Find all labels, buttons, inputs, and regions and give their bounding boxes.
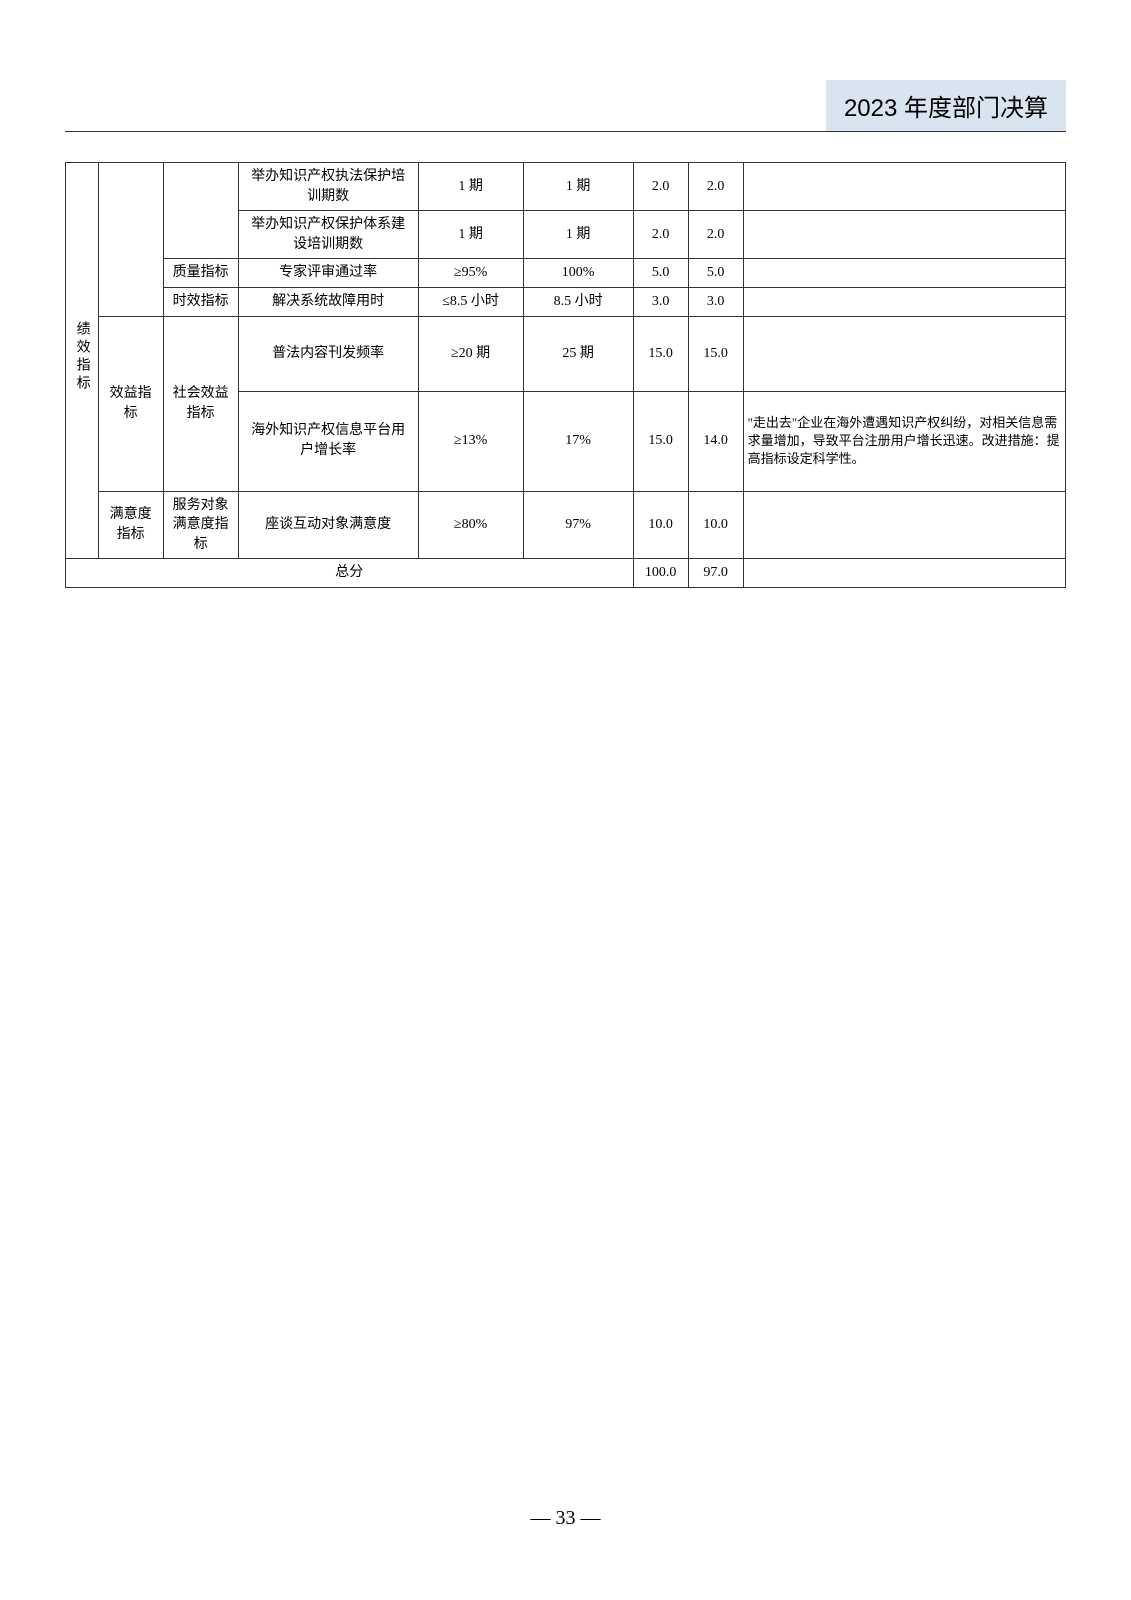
remark-cell (743, 491, 1065, 559)
target-cell: ≥95% (418, 259, 523, 288)
score-cell: 2.0 (688, 163, 743, 211)
indicator-cell: 解决系统故障用时 (238, 287, 418, 316)
indicator-cell: 海外知识产权信息平台用户增长率 (238, 391, 418, 491)
weight-cell: 15.0 (633, 391, 688, 491)
score-cell: 14.0 (688, 391, 743, 491)
score-cell: 3.0 (688, 287, 743, 316)
cat2-blank (98, 163, 163, 317)
cat2-label: 满意度指标 (98, 491, 163, 559)
actual-cell: 100% (523, 259, 633, 288)
target-cell: ≥80% (418, 491, 523, 559)
score-cell: 15.0 (688, 316, 743, 391)
target-cell: ≥20 期 (418, 316, 523, 391)
weight-cell: 2.0 (633, 211, 688, 259)
weight-cell: 15.0 (633, 316, 688, 391)
weight-cell: 10.0 (633, 491, 688, 559)
remark-cell (743, 259, 1065, 288)
remark-cell (743, 163, 1065, 211)
actual-cell: 25 期 (523, 316, 633, 391)
weight-cell: 5.0 (633, 259, 688, 288)
table-row: 时效指标 解决系统故障用时 ≤8.5 小时 8.5 小时 3.0 3.0 (66, 287, 1066, 316)
table-row: 效益指标 社会效益指标 普法内容刊发频率 ≥20 期 25 期 15.0 15.… (66, 316, 1066, 391)
cat3-label: 服务对象满意度指标 (163, 491, 238, 559)
total-label: 总分 (66, 559, 634, 588)
score-cell: 2.0 (688, 211, 743, 259)
target-cell: ≤8.5 小时 (418, 287, 523, 316)
indicator-cell: 座谈互动对象满意度 (238, 491, 418, 559)
remark-cell (743, 211, 1065, 259)
remark-cell (743, 287, 1065, 316)
table-row: 满意度指标 服务对象满意度指标 座谈互动对象满意度 ≥80% 97% 10.0 … (66, 491, 1066, 559)
page-number: — 33 — (0, 1507, 1131, 1530)
table-row: 绩效指标 举办知识产权执法保护培训期数 1 期 1 期 2.0 2.0 (66, 163, 1066, 211)
target-cell: ≥13% (418, 391, 523, 491)
page-title: 2023 年度部门决算 (826, 80, 1066, 131)
total-remark (743, 559, 1065, 588)
actual-cell: 97% (523, 491, 633, 559)
target-cell: 1 期 (418, 211, 523, 259)
total-score: 97.0 (688, 559, 743, 588)
performance-table: 绩效指标 举办知识产权执法保护培训期数 1 期 1 期 2.0 2.0 举办知识… (65, 162, 1066, 588)
cat2-label: 效益指标 (98, 316, 163, 491)
actual-cell: 17% (523, 391, 633, 491)
weight-cell: 2.0 (633, 163, 688, 211)
indicator-cell: 专家评审通过率 (238, 259, 418, 288)
row-group-label: 绩效指标 (66, 163, 99, 559)
actual-cell: 1 期 (523, 163, 633, 211)
cat3-blank (163, 163, 238, 259)
indicator-cell: 普法内容刊发频率 (238, 316, 418, 391)
cat3-label: 时效指标 (163, 287, 238, 316)
indicator-cell: 举办知识产权执法保护培训期数 (238, 163, 418, 211)
total-row: 总分 100.0 97.0 (66, 559, 1066, 588)
remark-cell (743, 316, 1065, 391)
table-row: 质量指标 专家评审通过率 ≥95% 100% 5.0 5.0 (66, 259, 1066, 288)
score-cell: 5.0 (688, 259, 743, 288)
actual-cell: 8.5 小时 (523, 287, 633, 316)
score-cell: 10.0 (688, 491, 743, 559)
actual-cell: 1 期 (523, 211, 633, 259)
indicator-cell: 举办知识产权保护体系建设培训期数 (238, 211, 418, 259)
weight-cell: 3.0 (633, 287, 688, 316)
cat3-label: 质量指标 (163, 259, 238, 288)
remark-cell: "走出去"企业在海外遭遇知识产权纠纷，对相关信息需求量增加，导致平台注册用户增长… (743, 391, 1065, 491)
target-cell: 1 期 (418, 163, 523, 211)
header-banner: 2023 年度部门决算 (65, 80, 1066, 132)
cat3-label: 社会效益指标 (163, 316, 238, 491)
total-weight: 100.0 (633, 559, 688, 588)
